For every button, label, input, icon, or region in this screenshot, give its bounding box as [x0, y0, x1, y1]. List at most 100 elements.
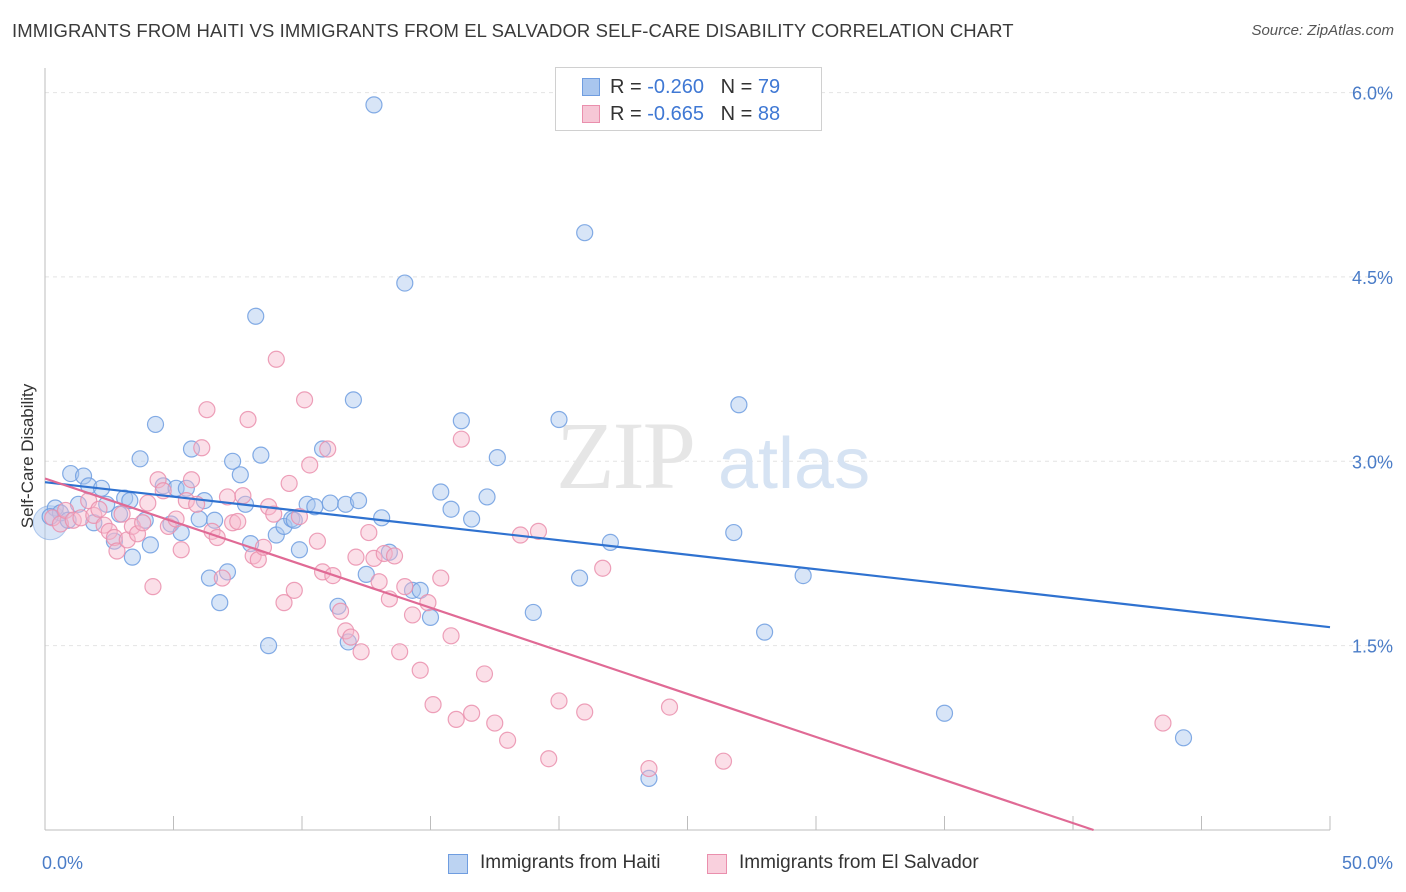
- haiti-point: [478, 488, 496, 506]
- haiti-swatch: [582, 78, 600, 96]
- haiti-point: [463, 510, 481, 528]
- elsalvador-point: [208, 528, 226, 547]
- x-tick-label: 0.0%: [42, 853, 83, 873]
- elsalvador-point: [275, 594, 293, 612]
- haiti-point: [601, 533, 620, 552]
- haiti-point: [337, 495, 355, 513]
- elsalvador-point: [385, 547, 404, 565]
- haiti-r-label: R =: [610, 76, 642, 98]
- legend: Immigrants from Haiti Immigrants from El…: [0, 852, 1406, 878]
- elsalvador-point: [267, 350, 285, 368]
- elsalvador-point: [234, 487, 252, 505]
- elsalvador-point: [319, 440, 337, 458]
- elsalvador-point: [576, 703, 594, 721]
- y-tick-label: 4.5%: [1352, 268, 1393, 288]
- elsalvador-point: [475, 665, 494, 683]
- haiti-point: [339, 633, 357, 651]
- grid-lines: [45, 92, 1392, 647]
- haiti-point: [365, 96, 383, 114]
- elsalvador-point: [411, 661, 429, 679]
- elsalvador-point: [295, 391, 314, 409]
- trend-lines: [44, 477, 1331, 832]
- haiti-point: [442, 500, 460, 518]
- elsalvador-point: [529, 522, 548, 540]
- elsalvador-point: [144, 578, 162, 596]
- haiti-point: [62, 464, 80, 483]
- legend-haiti-label: Immigrants from Haiti: [480, 852, 661, 873]
- stats-legend-box: R = -0.260 N = 79 R = -0.665 N = 88: [555, 67, 822, 131]
- elsalvador-point: [540, 750, 558, 768]
- elsalvador-point: [90, 500, 108, 518]
- haiti-point: [794, 566, 812, 585]
- elsalvador-point: [375, 544, 393, 563]
- haiti-point: [224, 452, 242, 470]
- elsalvador-point: [301, 456, 319, 474]
- data-points: [32, 96, 1193, 787]
- elsalvador-point: [193, 439, 211, 457]
- elsalvador-point: [370, 573, 388, 591]
- elsalvador-point: [105, 528, 123, 547]
- elsalvador-point: [486, 714, 504, 732]
- elsalvador-point: [265, 505, 283, 523]
- haiti-point: [570, 569, 589, 587]
- elsalvador-point: [442, 627, 460, 645]
- elsalvador-point: [342, 628, 360, 646]
- axes: [44, 68, 1331, 831]
- elsalvador-point: [550, 692, 568, 710]
- elsalvador-point: [594, 559, 612, 577]
- elsalvador-point: [198, 401, 216, 419]
- haiti-point: [373, 509, 391, 527]
- elsalvador-point: [113, 505, 131, 523]
- haiti-r-value: -0.260: [647, 76, 704, 98]
- haiti-point: [290, 541, 309, 559]
- elsalvador-point: [424, 696, 442, 714]
- haiti-point: [123, 548, 141, 566]
- legend-haiti-swatch: [448, 854, 468, 874]
- elsalvador-point: [391, 643, 409, 661]
- haiti-point: [432, 483, 450, 501]
- elsalvador-swatch: [582, 105, 600, 123]
- elsalvador-r-value: -0.665: [647, 103, 704, 125]
- haiti-point: [190, 510, 208, 528]
- haiti-point: [576, 224, 594, 242]
- elsalvador-point: [285, 581, 303, 599]
- elsalvador-point: [463, 704, 481, 722]
- haiti-point: [131, 450, 149, 468]
- elsalvador-point: [229, 512, 247, 531]
- elsalvador-point: [108, 542, 126, 560]
- haiti-point: [146, 415, 165, 434]
- tick-labels: 1.5% 3.0% 4.5% 6.0% 0.0% 50.0%: [42, 84, 1393, 873]
- haiti-point: [550, 410, 568, 429]
- elsalvador-point: [1154, 714, 1172, 732]
- elsalvador-point: [360, 523, 378, 542]
- haiti-point: [755, 623, 774, 641]
- elsalvador-point: [139, 494, 157, 512]
- elsalvador-point: [403, 606, 422, 624]
- haiti-point: [211, 594, 229, 612]
- chart-source: Source: ZipAtlas.com: [1251, 22, 1394, 39]
- haiti-point: [524, 603, 542, 622]
- elsalvador-point: [499, 731, 517, 749]
- haiti-point: [329, 597, 347, 615]
- elsalvador-point: [239, 410, 257, 429]
- y-axis-title: Self-Care Disability: [18, 383, 37, 528]
- haiti-point: [349, 492, 368, 510]
- elsalvador-trend-line: [44, 477, 1094, 832]
- elsalvador-point: [365, 549, 383, 567]
- elsalvador-point: [280, 474, 298, 493]
- haiti-point: [421, 608, 440, 626]
- haiti-point: [396, 274, 414, 292]
- haiti-point: [247, 307, 265, 325]
- haiti-point: [321, 494, 339, 512]
- svg-text:atlas: atlas: [718, 424, 870, 504]
- elsalvador-point: [213, 569, 231, 587]
- haiti-point: [177, 479, 195, 497]
- haiti-point: [46, 499, 64, 517]
- haiti-point: [725, 523, 743, 542]
- elsalvador-point: [452, 430, 470, 448]
- y-tick-label: 6.0%: [1352, 84, 1393, 104]
- elsalvador-point: [640, 759, 658, 778]
- elsalvador-point: [134, 514, 152, 532]
- elsalvador-point: [432, 569, 450, 587]
